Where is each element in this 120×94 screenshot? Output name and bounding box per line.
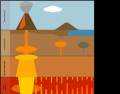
Polygon shape: [86, 85, 88, 94]
Polygon shape: [19, 13, 25, 29]
Polygon shape: [16, 13, 37, 30]
Ellipse shape: [11, 84, 41, 93]
Polygon shape: [72, 77, 73, 80]
Polygon shape: [66, 77, 68, 80]
Polygon shape: [55, 23, 79, 30]
Ellipse shape: [54, 8, 61, 11]
Polygon shape: [45, 77, 47, 80]
Text: Asthenosphere: Asthenosphere: [4, 59, 6, 75]
Polygon shape: [25, 30, 28, 56]
Bar: [10, 30, 94, 56]
Polygon shape: [91, 88, 93, 94]
Polygon shape: [60, 45, 62, 56]
Polygon shape: [83, 47, 84, 56]
Polygon shape: [61, 77, 63, 83]
Polygon shape: [81, 87, 83, 94]
Polygon shape: [81, 77, 83, 80]
Polygon shape: [35, 87, 37, 94]
Polygon shape: [91, 77, 93, 81]
Text: Lithosphere: Lithosphere: [4, 37, 6, 49]
Ellipse shape: [23, 2, 29, 4]
Bar: [0, 56, 10, 77]
Ellipse shape: [16, 46, 37, 53]
Polygon shape: [16, 56, 37, 77]
Polygon shape: [10, 30, 94, 37]
Polygon shape: [40, 84, 42, 94]
Bar: [10, 0, 94, 30]
Ellipse shape: [15, 55, 38, 60]
Polygon shape: [56, 77, 58, 82]
Polygon shape: [61, 90, 63, 94]
Polygon shape: [20, 2, 33, 13]
Polygon shape: [51, 77, 52, 83]
Polygon shape: [77, 77, 78, 81]
Ellipse shape: [27, 3, 33, 5]
Ellipse shape: [49, 6, 57, 10]
Ellipse shape: [20, 3, 25, 5]
Bar: [0, 30, 10, 56]
Polygon shape: [72, 89, 74, 94]
Ellipse shape: [55, 41, 67, 47]
Text: Lower
mantle: Lower mantle: [4, 82, 6, 89]
Ellipse shape: [50, 9, 56, 12]
Bar: [0, 0, 94, 94]
Polygon shape: [35, 77, 37, 83]
Polygon shape: [51, 90, 53, 94]
Ellipse shape: [78, 42, 89, 48]
Polygon shape: [66, 83, 68, 94]
Polygon shape: [18, 77, 35, 94]
Polygon shape: [76, 88, 78, 94]
Text: Atmosphere: Atmosphere: [4, 9, 6, 21]
Polygon shape: [56, 85, 58, 94]
Polygon shape: [45, 89, 47, 94]
Bar: [10, 56, 94, 77]
Polygon shape: [86, 77, 88, 80]
Bar: [0, 0, 10, 30]
Bar: [10, 77, 94, 94]
Bar: [68, 30, 94, 36]
Ellipse shape: [44, 8, 52, 11]
Bar: [0, 77, 10, 94]
Polygon shape: [41, 77, 42, 82]
